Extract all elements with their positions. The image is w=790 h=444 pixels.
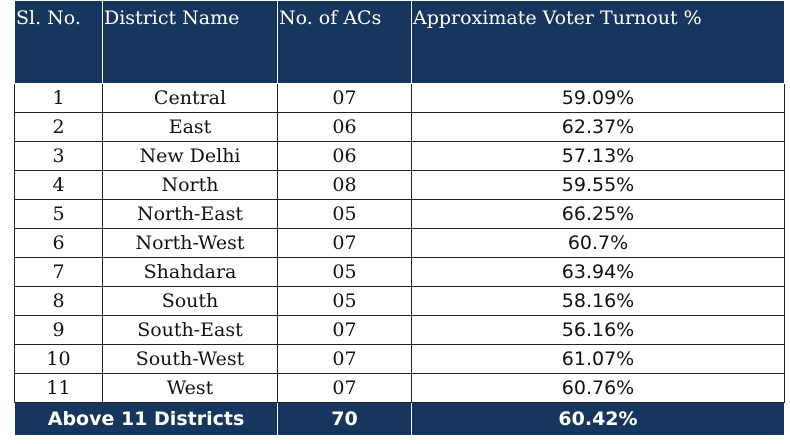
cell-voter-turnout: 56.16% xyxy=(411,315,785,345)
cell-district-name: North xyxy=(102,170,278,200)
cell-district-name: West xyxy=(102,373,278,403)
cell-voter-turnout: 60.76% xyxy=(411,373,785,403)
cell-no-of-acs: 07 xyxy=(277,228,412,258)
table-row: 3 New Delhi 06 57.13% xyxy=(14,141,785,171)
total-turnout: 60.42% xyxy=(411,402,785,436)
cell-voter-turnout: 59.09% xyxy=(411,83,785,113)
header-district-name: District Name xyxy=(102,0,278,84)
table-row: 6 North-West 07 60.7% xyxy=(14,228,785,258)
turnout-table-container: Sl. No. District Name No. of ACs Approxi… xyxy=(14,0,785,444)
cell-sl-no: 10 xyxy=(14,344,103,374)
table-row: 4 North 08 59.55% xyxy=(14,170,785,200)
cell-sl-no: 8 xyxy=(14,286,103,316)
table-row: 9 South-East 07 56.16% xyxy=(14,315,785,345)
cell-district-name: North-West xyxy=(102,228,278,258)
cell-district-name: North-East xyxy=(102,199,278,229)
cell-no-of-acs: 08 xyxy=(277,170,412,200)
cell-district-name: Shahdara xyxy=(102,257,278,287)
cell-no-of-acs: 06 xyxy=(277,112,412,142)
cell-no-of-acs: 07 xyxy=(277,344,412,374)
cell-district-name: Central xyxy=(102,83,278,113)
header-row: Sl. No. District Name No. of ACs Approxi… xyxy=(14,0,785,84)
cell-sl-no: 2 xyxy=(14,112,103,142)
table-row: 11 West 07 60.76% xyxy=(14,373,785,403)
voter-turnout-table: Sl. No. District Name No. of ACs Approxi… xyxy=(14,0,785,436)
cell-sl-no: 9 xyxy=(14,315,103,345)
cell-voter-turnout: 59.55% xyxy=(411,170,785,200)
cell-district-name: East xyxy=(102,112,278,142)
cell-sl-no: 6 xyxy=(14,228,103,258)
table-row: 2 East 06 62.37% xyxy=(14,112,785,142)
cell-no-of-acs: 07 xyxy=(277,83,412,113)
total-acs: 70 xyxy=(277,402,412,436)
cell-sl-no: 4 xyxy=(14,170,103,200)
cell-sl-no: 7 xyxy=(14,257,103,287)
cell-voter-turnout: 58.16% xyxy=(411,286,785,316)
cell-district-name: South-East xyxy=(102,315,278,345)
cell-voter-turnout: 62.37% xyxy=(411,112,785,142)
cell-district-name: South xyxy=(102,286,278,316)
table-row: 5 North-East 05 66.25% xyxy=(14,199,785,229)
cell-sl-no: 11 xyxy=(14,373,103,403)
table-row: 10 South-West 07 61.07% xyxy=(14,344,785,374)
cell-no-of-acs: 05 xyxy=(277,199,412,229)
cell-no-of-acs: 06 xyxy=(277,141,412,171)
header-voter-turnout: Approximate Voter Turnout % xyxy=(411,0,785,84)
cell-voter-turnout: 60.7% xyxy=(411,228,785,258)
cell-voter-turnout: 57.13% xyxy=(411,141,785,171)
header-no-of-acs: No. of ACs xyxy=(277,0,412,84)
cell-no-of-acs: 07 xyxy=(277,373,412,403)
total-label: Above 11 Districts xyxy=(14,402,278,436)
cell-sl-no: 1 xyxy=(14,83,103,113)
total-row: Above 11 Districts 70 60.42% xyxy=(14,402,785,436)
cell-no-of-acs: 05 xyxy=(277,257,412,287)
cell-sl-no: 3 xyxy=(14,141,103,171)
table-row: 1 Central 07 59.09% xyxy=(14,83,785,113)
cell-sl-no: 5 xyxy=(14,199,103,229)
cell-voter-turnout: 61.07% xyxy=(411,344,785,374)
cell-no-of-acs: 07 xyxy=(277,315,412,345)
cell-district-name: South-West xyxy=(102,344,278,374)
table-row: 8 South 05 58.16% xyxy=(14,286,785,316)
cell-voter-turnout: 66.25% xyxy=(411,199,785,229)
table-row: 7 Shahdara 05 63.94% xyxy=(14,257,785,287)
cell-district-name: New Delhi xyxy=(102,141,278,171)
header-sl-no: Sl. No. xyxy=(14,0,103,84)
cell-no-of-acs: 05 xyxy=(277,286,412,316)
cell-voter-turnout: 63.94% xyxy=(411,257,785,287)
